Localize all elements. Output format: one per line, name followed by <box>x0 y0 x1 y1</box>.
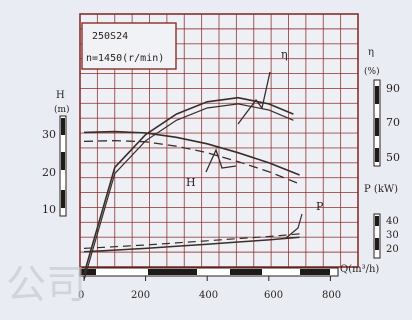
power-curve-label: P <box>316 200 324 213</box>
x-axis-label: Q(m³/h) <box>340 264 379 275</box>
left-axis-label: H <box>56 90 65 101</box>
eta-pointer <box>237 71 271 125</box>
eta-axis-bar-segment <box>375 148 379 162</box>
eta-axis-unit: (%) <box>364 66 380 77</box>
head-pointer <box>205 148 237 173</box>
x-tick-800: 800 <box>322 290 341 301</box>
speed-label: n=1450(r/min) <box>86 53 164 64</box>
power-curve <box>83 236 300 253</box>
head-curve-dashed <box>83 139 300 185</box>
x-axis-bar-segment <box>148 269 197 275</box>
power-tick-30: 30 <box>386 230 399 241</box>
eta-tick-90: 90 <box>386 82 400 95</box>
efficiency-curve-secondary <box>83 103 294 281</box>
x-axis-bar <box>79 267 339 277</box>
power-tick-40: 40 <box>386 216 399 227</box>
power-axis-bar-segment <box>375 238 379 250</box>
left-tick-20: 20 <box>42 166 56 179</box>
head-curve <box>83 130 300 176</box>
x-axis-bar-segment <box>80 269 96 275</box>
x-tick-200: 200 <box>131 290 150 301</box>
left-axis-bar-segment <box>61 190 65 208</box>
title-box: 250S24 n=1450(r/min) <box>81 22 177 70</box>
eta-curve-label: η <box>281 48 288 61</box>
power-curve-dashed <box>83 233 300 249</box>
x-tick-400: 400 <box>199 290 218 301</box>
chart-marks <box>59 71 381 281</box>
power-pointer <box>285 213 303 239</box>
left-tick-10: 10 <box>42 203 56 216</box>
eta-tick-50: 50 <box>386 151 400 164</box>
left-axis-unit: (m) <box>54 104 70 115</box>
x-tick-600: 600 <box>264 290 283 301</box>
x-axis-bar-segment <box>300 269 330 275</box>
power-tick-20: 20 <box>386 244 399 255</box>
model-label: 250S24 <box>92 31 128 42</box>
power-axis-label: P (kW) <box>364 184 398 195</box>
eta-tick-70: 70 <box>386 116 400 129</box>
power-axis-bar <box>373 213 381 259</box>
head-curve-label: H <box>186 176 196 189</box>
left-axis-bar-segment <box>61 118 65 135</box>
x-axis-bar-segment <box>230 269 262 275</box>
x-tick-0: 0 <box>78 290 84 301</box>
left-tick-30: 30 <box>42 128 56 141</box>
left-axis-bar-segment <box>61 152 65 170</box>
watermark: 公司 <box>6 262 86 308</box>
power-axis-bar-segment <box>375 216 379 226</box>
eta-axis-bar-segment <box>375 118 379 136</box>
eta-axis-bar-segment <box>375 86 379 104</box>
eta-axis-label: η <box>368 47 374 58</box>
